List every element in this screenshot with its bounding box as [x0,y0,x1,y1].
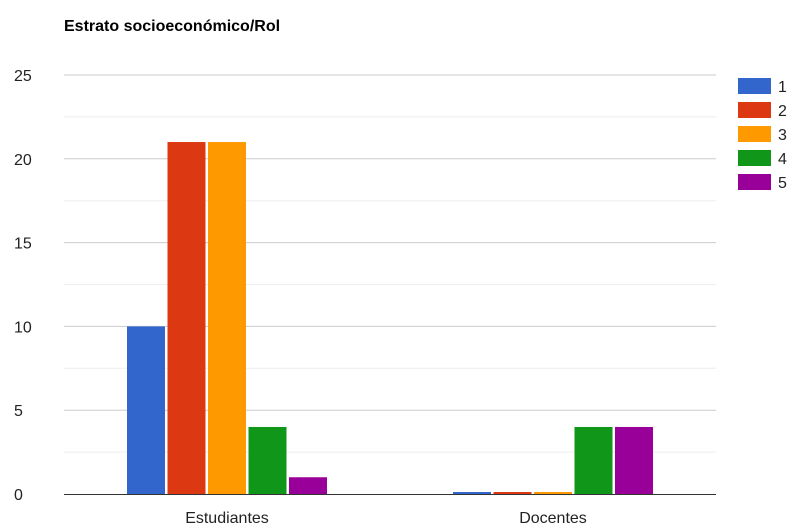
bar-docentes-series-2 [493,492,532,494]
x-tick-label: Estudiantes [185,510,269,527]
legend-label-2: 2 [778,103,787,120]
legend-label-4: 4 [778,151,787,168]
legend-swatch-4 [738,150,771,166]
bar-docentes-series-5 [615,426,653,494]
bar-docentes-series-4 [574,426,613,494]
legend-swatch-5 [738,174,771,190]
y-tick-label: 0 [14,487,23,504]
bar-estudiantes-series-3 [208,142,246,495]
legend-label-3: 3 [778,127,787,144]
legend-swatch-1 [738,78,771,94]
y-tick-label: 5 [14,403,23,420]
legend-label-5: 5 [778,175,787,192]
y-tick-label: 10 [14,319,32,336]
bar-estudiantes-series-5 [289,477,327,494]
y-tick-label: 15 [14,236,32,253]
y-tick-label: 20 [14,152,32,169]
chart-title: Estrato socioeconómico/Rol [64,18,281,35]
bar-estudiantes-series-4 [248,426,287,494]
legend-label-1: 1 [778,79,787,96]
bar-docentes-series-1 [453,492,491,494]
bar-docentes-series-3 [534,492,572,494]
legend-swatch-2 [738,102,771,118]
legend-swatch-3 [738,126,771,142]
x-tick-label: Docentes [519,510,587,527]
bar-estudiantes-series-2 [167,142,206,495]
y-tick-label: 25 [14,68,32,85]
bar-estudiantes-series-1 [127,326,165,494]
